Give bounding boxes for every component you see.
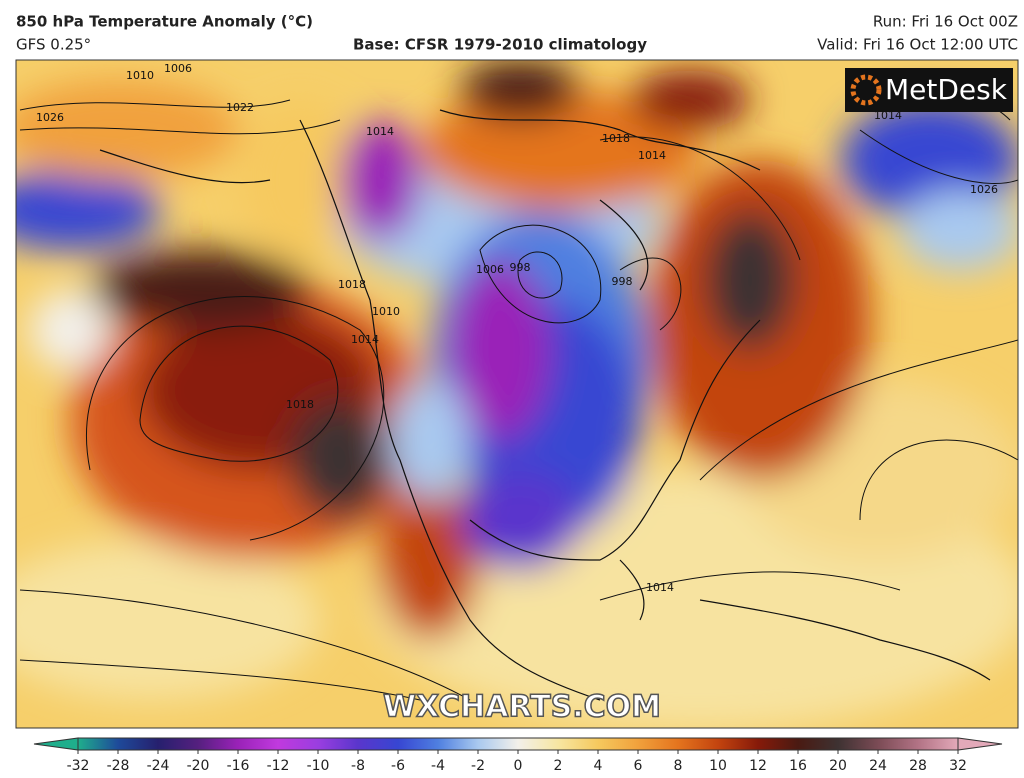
colorbar-tick-label: 0: [514, 758, 523, 774]
title: 850 hPa Temperature Anomaly (°C): [16, 13, 313, 31]
colorbar-arrow-right: [957, 737, 1003, 751]
isobar-label: 1006: [476, 263, 504, 276]
isobars: [19, 84, 1018, 701]
colorbar-tick-label: -24: [147, 758, 170, 774]
colorbar-tick-label: 6: [634, 758, 643, 774]
isobar-label: 1022: [226, 101, 254, 114]
colorbar-tick-label: 10: [709, 758, 727, 774]
colorbar-tick-label: -20: [187, 758, 210, 774]
colorbar-tick-label: -10: [307, 758, 330, 774]
colorbar-tick-label: 2: [554, 758, 563, 774]
isobar-label: 1014: [638, 149, 666, 162]
colorbar-tick-label: -6: [391, 758, 405, 774]
watermark: WXCHARTS.COM: [383, 690, 661, 725]
map-frame: [15, 59, 1019, 729]
colorbar-tick-label: 4: [594, 758, 603, 774]
logo-text: MetDesk: [885, 73, 1008, 106]
isobar-label: 1018: [602, 132, 630, 145]
colorbar-tick-label: -16: [227, 758, 250, 774]
run: Run: Fri 16 Oct 00Z: [873, 13, 1018, 31]
anomaly-field: [16, 60, 1018, 728]
isobar-label: 998: [510, 261, 531, 274]
coastlines: [99, 109, 991, 701]
colorbar-tick-label: 16: [789, 758, 807, 774]
isobar-label: 1014: [646, 581, 674, 594]
isobar-label: 1018: [286, 398, 314, 411]
isobar-label: 1018: [338, 278, 366, 291]
isobar-label: 1014: [366, 125, 394, 138]
colorbar-tick-label: -4: [431, 758, 445, 774]
colorbar-tick-label: 24: [869, 758, 887, 774]
colorbar-tick-label: 12: [749, 758, 767, 774]
colorbar-tick-label: 32: [949, 758, 967, 774]
colorbar-tick-label: 8: [674, 758, 683, 774]
isobar-label: 998: [612, 275, 633, 288]
valid: Valid: Fri 16 Oct 12:00 UTC: [817, 36, 1018, 54]
isobar-label: 1010: [372, 305, 400, 318]
colorbar: [77, 737, 959, 751]
colorbar-tick-label: 20: [829, 758, 847, 774]
isobar-label: 1014: [874, 109, 902, 122]
colorbar-tick-label: -8: [351, 758, 365, 774]
colorbar-tick-label: -2: [471, 758, 485, 774]
colorbar-tick-label: -32: [67, 758, 90, 774]
isobar-label: 1010: [126, 69, 154, 82]
map: MetDesk WXCHARTS.COM 1010 1006 1026 1022 101…: [16, 60, 1018, 728]
model: GFS 0.25°: [16, 36, 91, 54]
isobar-label: 1026: [970, 183, 998, 196]
colorbar-tick-label: -28: [107, 758, 130, 774]
isobar-label: 1006: [164, 62, 192, 75]
isobar-label: 1026: [36, 111, 64, 124]
logo: MetDesk: [845, 68, 1013, 112]
colorbar-arrow-left: [33, 737, 79, 751]
colorbar-tick-label: -12: [267, 758, 290, 774]
isobar-label: 1014: [351, 333, 379, 346]
colorbar-tick-label: 28: [909, 758, 927, 774]
base: Base: CFSR 1979-2010 climatology: [353, 36, 647, 54]
